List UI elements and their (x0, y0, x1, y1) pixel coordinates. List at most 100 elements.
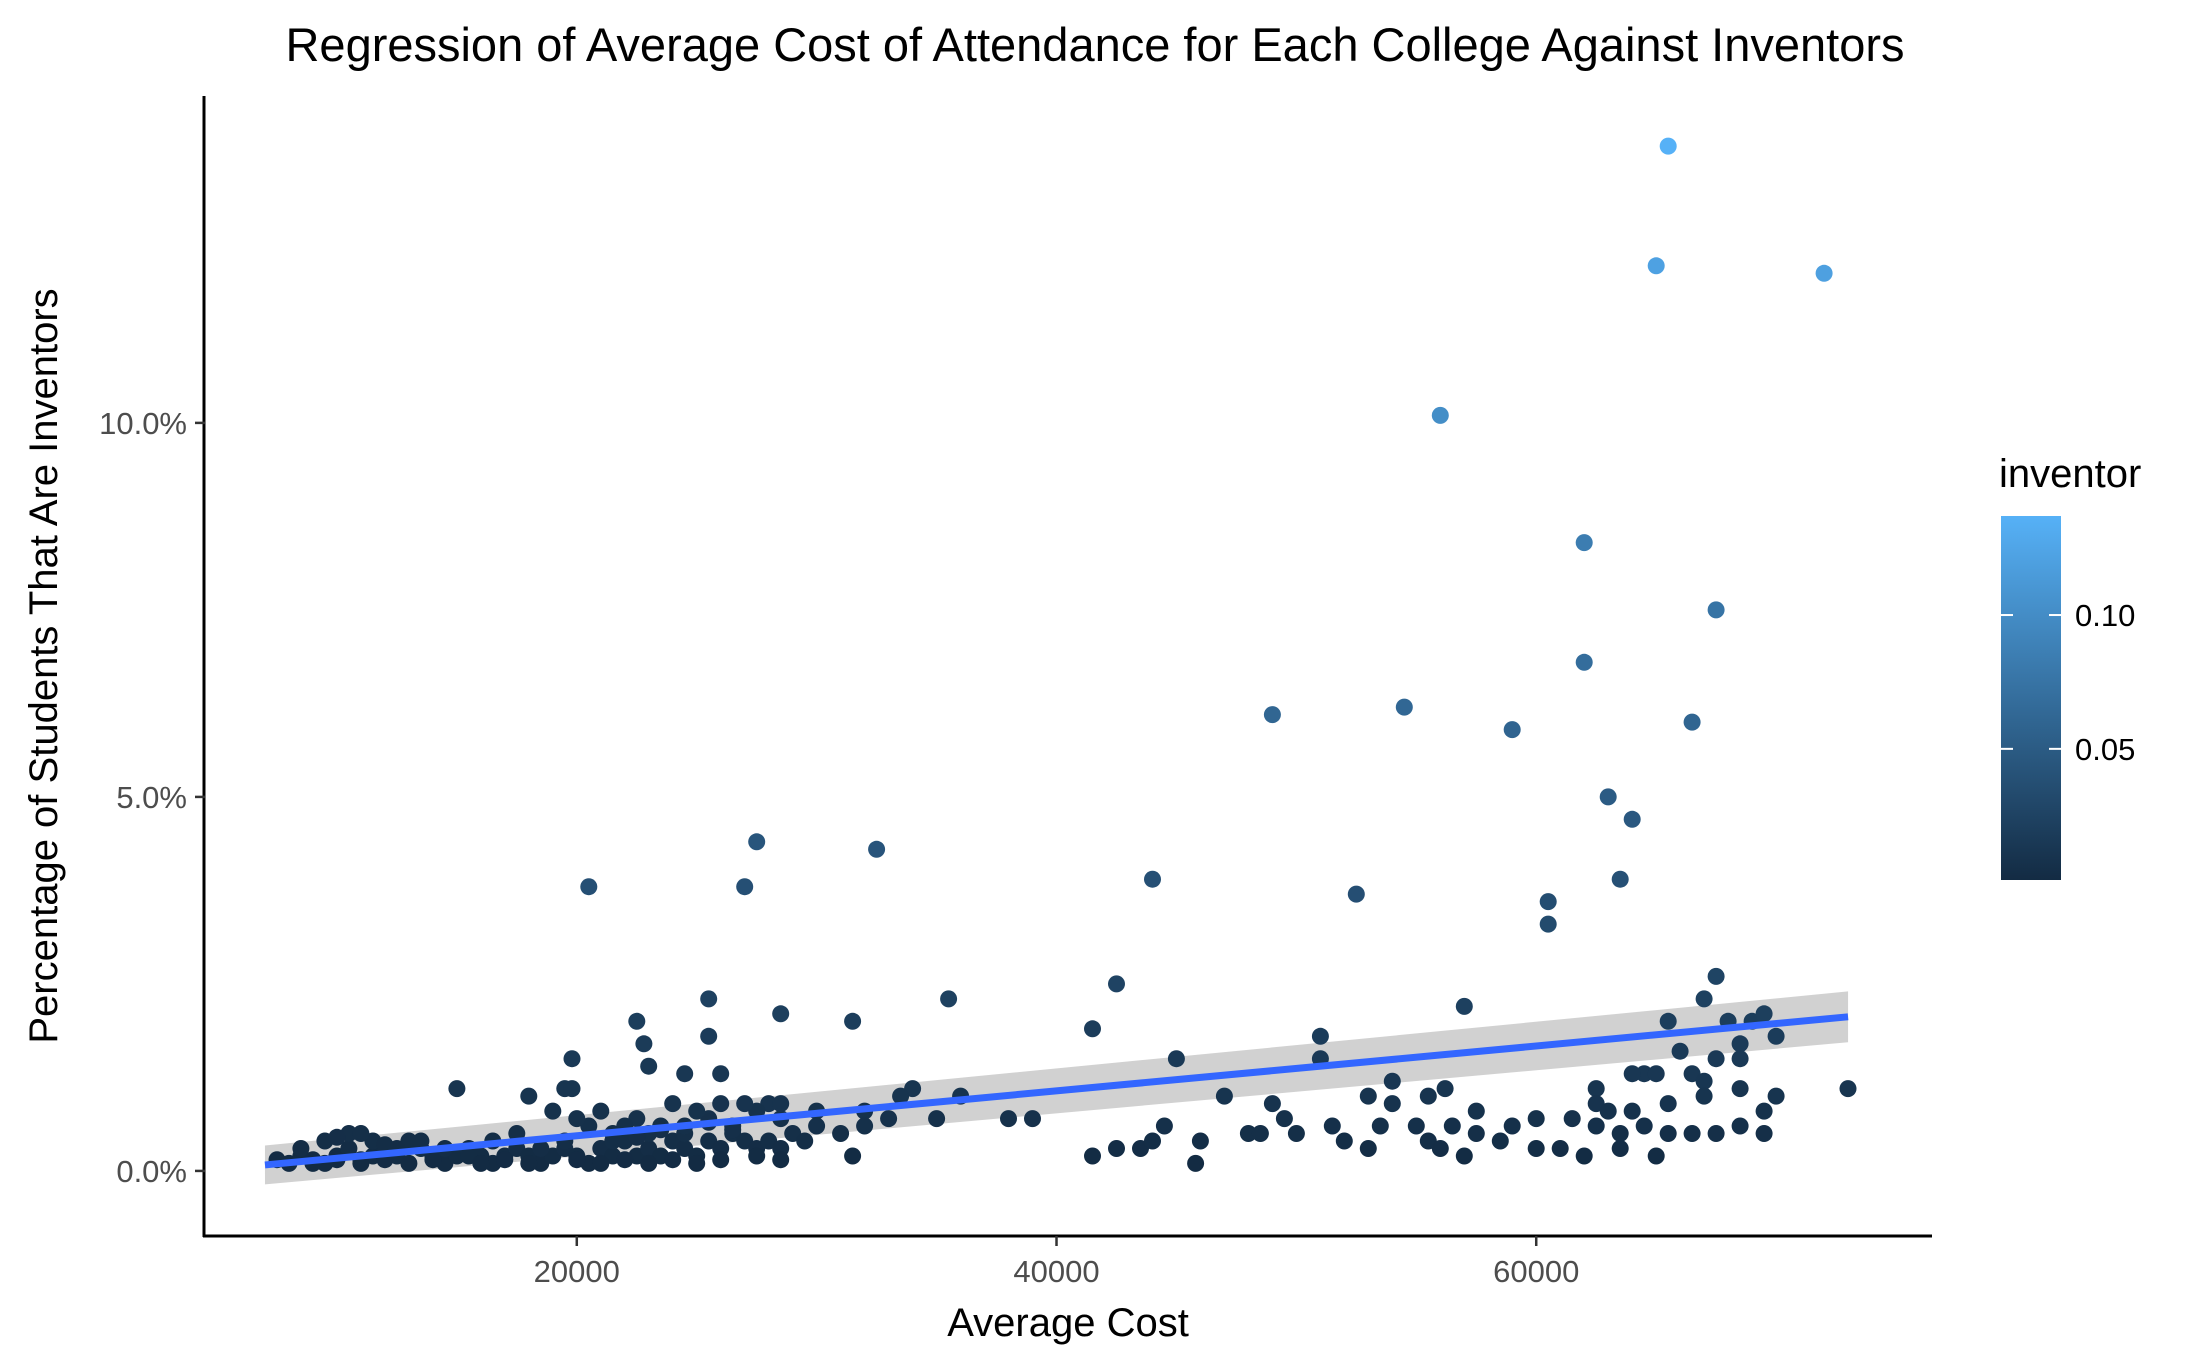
data-point (568, 1110, 586, 1128)
data-point (1767, 1027, 1785, 1045)
x-tick-layer: 20000 40000 60000 (534, 1236, 1579, 1289)
legend-tick-label: 0.05 (2075, 732, 2135, 767)
data-point (400, 1154, 418, 1172)
data-point (868, 840, 886, 858)
data-point (1755, 1005, 1773, 1023)
chart-title: Regression of Average Cost of Attendance… (285, 18, 1904, 71)
data-point (1155, 1117, 1173, 1135)
data-point (1647, 1065, 1665, 1083)
data-point (496, 1151, 514, 1169)
data-point (1707, 1125, 1725, 1142)
data-point (1611, 870, 1629, 888)
data-point (1623, 1102, 1641, 1120)
data-point (1731, 1050, 1749, 1068)
data-point (1731, 1080, 1749, 1098)
data-point (1431, 406, 1449, 424)
data-point (1287, 1125, 1305, 1142)
data-point (376, 1136, 394, 1154)
data-point (1215, 1087, 1233, 1105)
data-point (1251, 1125, 1269, 1142)
data-point (1695, 1087, 1713, 1105)
data-point (1731, 1035, 1749, 1053)
data-point (1587, 1080, 1605, 1098)
data-point (635, 1035, 653, 1053)
data-point (340, 1140, 358, 1157)
data-point (832, 1125, 850, 1142)
data-point (1707, 1050, 1725, 1068)
data-point (604, 1132, 622, 1150)
y-axis-title: Percentage of Students That Are Inventor… (22, 288, 66, 1043)
data-point (1167, 1050, 1185, 1068)
data-point (856, 1117, 874, 1135)
data-point (1707, 967, 1725, 985)
data-point (1659, 1095, 1677, 1113)
data-point (748, 1147, 766, 1165)
x-tick-label: 40000 (1013, 1254, 1099, 1289)
data-point (1599, 1102, 1617, 1120)
data-point (1503, 1117, 1521, 1135)
data-point (1599, 788, 1617, 806)
data-point (1419, 1087, 1437, 1105)
data-point (1539, 893, 1557, 911)
data-point (1347, 885, 1365, 903)
data-point (772, 1151, 790, 1169)
data-point (1707, 601, 1725, 619)
data-point (1084, 1020, 1101, 1038)
x-tick-label: 60000 (1493, 1254, 1579, 1289)
data-point (1144, 870, 1161, 888)
data-point (1659, 1012, 1677, 1030)
regression-line (264, 1013, 1849, 1169)
data-point (1443, 1117, 1461, 1135)
legend-tick-label: 0.10 (2075, 598, 2135, 633)
data-point (724, 1121, 742, 1139)
data-point (1144, 1132, 1161, 1150)
data-point (1755, 1125, 1773, 1142)
x-axis-title: Average Cost (947, 1301, 1189, 1345)
data-point (808, 1117, 826, 1135)
data-point (688, 1102, 706, 1120)
legend-colorbar (2001, 516, 2061, 880)
data-point (1239, 1125, 1257, 1142)
legend-title: inventor (1999, 452, 2141, 496)
data-point (700, 990, 718, 1008)
data-point (448, 1080, 466, 1098)
data-point (1767, 1087, 1785, 1105)
data-point (1695, 1072, 1713, 1090)
data-point (1611, 1125, 1629, 1142)
data-point (1575, 1147, 1593, 1165)
data-point (292, 1140, 310, 1157)
data-point (712, 1065, 730, 1083)
regression-line-layer (264, 1013, 1849, 1169)
data-point (844, 1012, 862, 1030)
data-point (1491, 1132, 1509, 1150)
data-point (1635, 1117, 1653, 1135)
data-point (1647, 257, 1665, 275)
data-point (1731, 1117, 1749, 1135)
data-point (592, 1154, 610, 1172)
data-point (1191, 1132, 1209, 1150)
data-point (1683, 713, 1701, 731)
data-point (1431, 1140, 1449, 1157)
data-point (520, 1087, 538, 1105)
data-point (688, 1154, 706, 1172)
data-point (616, 1151, 634, 1169)
data-point (1659, 1125, 1677, 1142)
data-point (1436, 1080, 1454, 1098)
data-point (1503, 721, 1521, 739)
data-point (628, 1012, 646, 1030)
data-point (676, 1065, 694, 1083)
data-point (1839, 1080, 1857, 1098)
data-point (563, 1050, 581, 1068)
data-point (544, 1102, 562, 1120)
data-point (1575, 653, 1593, 671)
data-point (1563, 1110, 1581, 1128)
data-point (664, 1095, 682, 1113)
data-point (520, 1154, 538, 1172)
data-point (424, 1151, 442, 1169)
data-point (472, 1154, 490, 1172)
data-point (563, 1080, 581, 1098)
data-point (1815, 264, 1833, 282)
data-point (772, 1095, 790, 1113)
data-point (1407, 1117, 1425, 1135)
